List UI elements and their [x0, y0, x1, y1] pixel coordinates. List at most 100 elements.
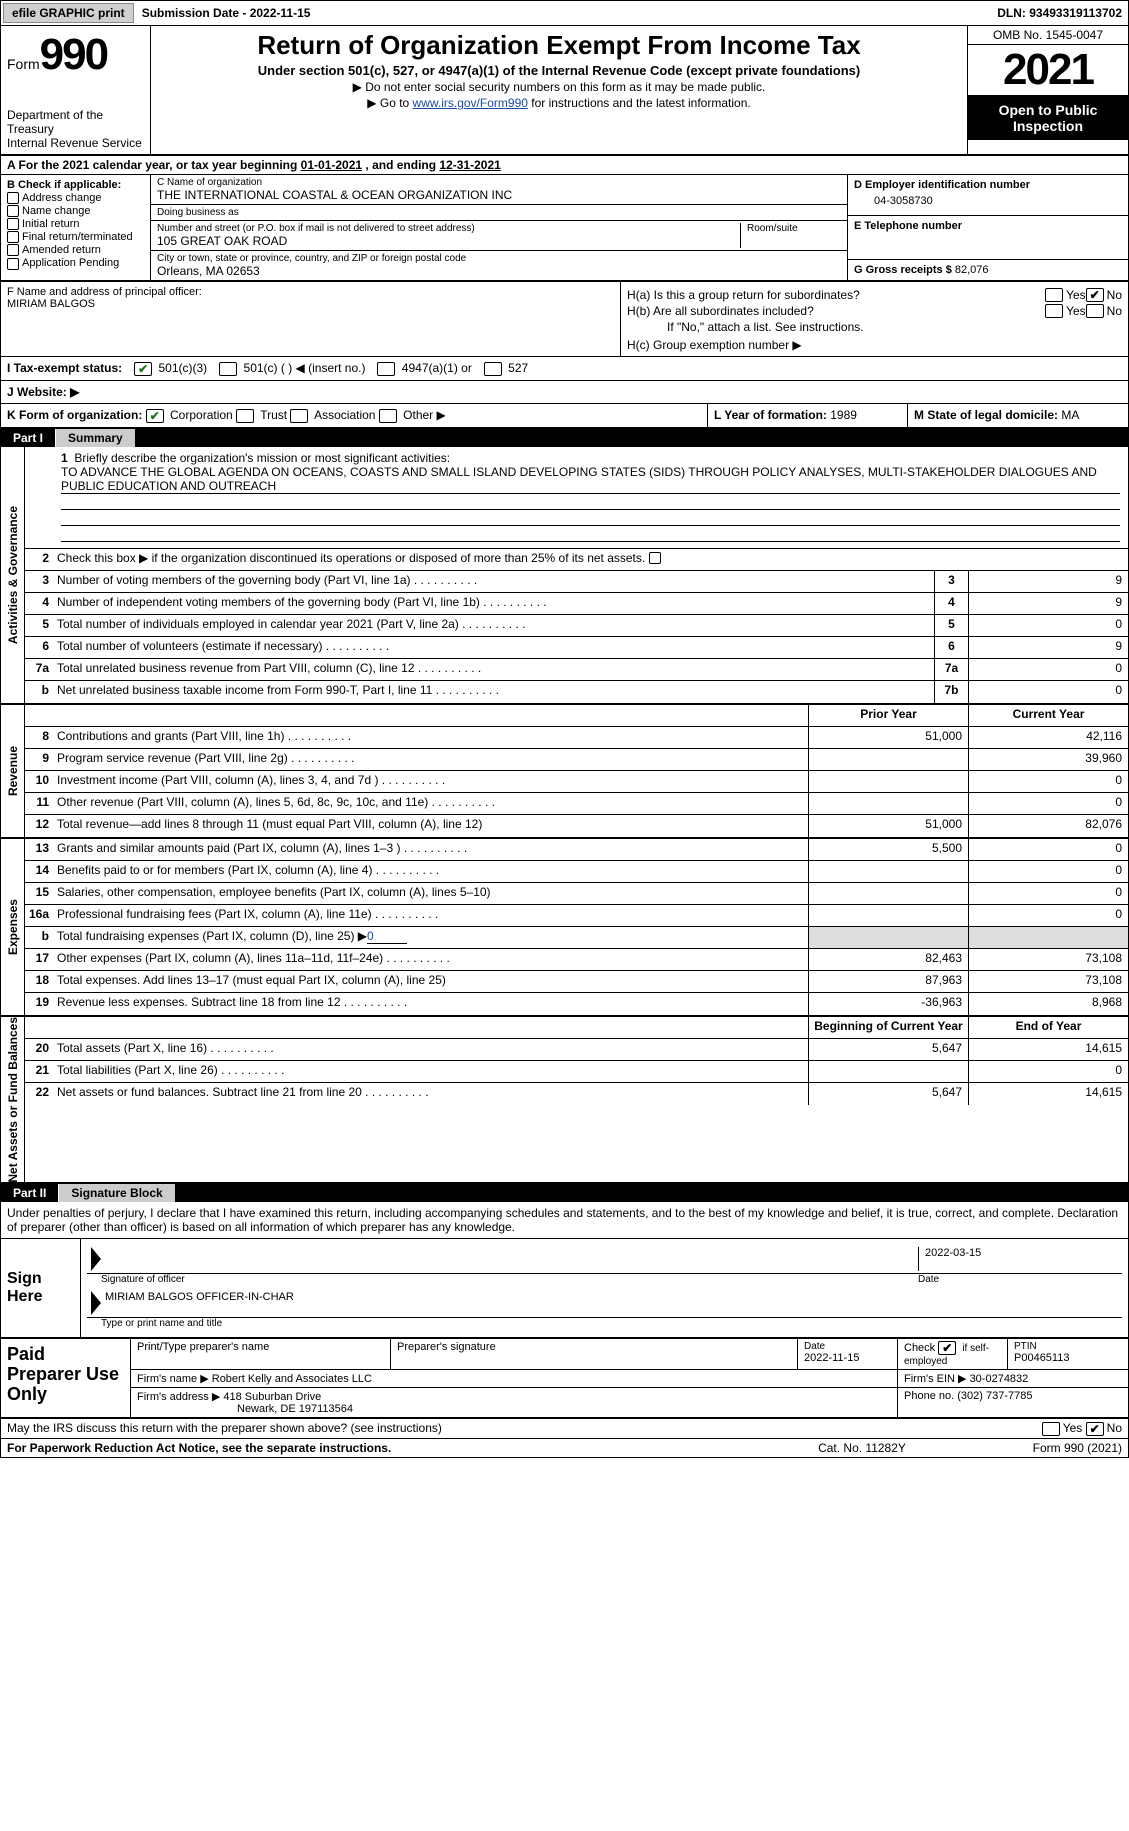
chk-527[interactable] [484, 362, 502, 376]
room-label: Room/suite [747, 223, 841, 234]
val-6: 9 [968, 637, 1128, 658]
ein-label: D Employer identification number [854, 179, 1122, 191]
part1-num: Part I [1, 429, 56, 447]
val-7b: 0 [968, 681, 1128, 703]
rev-header: Prior Year Current Year [25, 705, 1128, 727]
chk-4947[interactable] [377, 362, 395, 376]
chk-amended[interactable]: Amended return [7, 244, 144, 256]
col-c: C Name of organization THE INTERNATIONAL… [151, 175, 848, 280]
chk-initial-return[interactable]: Initial return [7, 218, 144, 230]
chk-application-pending[interactable]: Application Pending [7, 257, 144, 269]
chk-501c[interactable] [219, 362, 237, 376]
chk-self-employed[interactable] [938, 1341, 956, 1355]
triangle-icon-2 [91, 1291, 101, 1315]
paid-preparer-label: Paid Preparer Use Only [1, 1339, 131, 1417]
line-17: 17Other expenses (Part IX, column (A), l… [25, 949, 1128, 971]
current-year-label: Current Year [968, 705, 1128, 726]
part2-num: Part II [1, 1184, 59, 1202]
sub3-post: for instructions and the latest informat… [528, 96, 751, 110]
m-value: MA [1061, 408, 1079, 422]
line-14: 14Benefits paid to or for members (Part … [25, 861, 1128, 883]
chk-association[interactable] [290, 409, 308, 423]
irs-label: Internal Revenue Service [7, 136, 144, 150]
efile-print-button[interactable]: efile GRAPHIC print [3, 3, 134, 23]
line-2: 2 Check this box ▶ if the organization d… [25, 549, 1128, 571]
name-title-label: Type or print name and title [87, 1318, 1122, 1331]
chk-corporation[interactable] [146, 409, 164, 423]
line1-num: 1 [61, 451, 68, 465]
line-20: 20Total assets (Part X, line 16)5,64714,… [25, 1039, 1128, 1061]
row-i: I Tax-exempt status: 501(c)(3) 501(c) ( … [1, 357, 1128, 381]
sign-here-label: Sign Here [1, 1239, 81, 1337]
part1-header: Part I Summary [1, 429, 1128, 447]
line-19: 19Revenue less expenses. Subtract line 1… [25, 993, 1128, 1015]
firm-ein: 30-0274832 [970, 1373, 1029, 1385]
chk-discontinued[interactable] [649, 552, 661, 564]
dba-label: Doing business as [157, 207, 841, 218]
line-3: 3Number of voting members of the governi… [25, 571, 1128, 593]
discuss-row: May the IRS discuss this return with the… [1, 1419, 1128, 1438]
top-bar: efile GRAPHIC print Submission Date - 20… [1, 1, 1128, 26]
gross-label: G Gross receipts $ [854, 264, 955, 276]
i-label: I Tax-exempt status: [7, 361, 122, 375]
section-activities: Activities & Governance 1 Briefly descri… [1, 447, 1128, 705]
line-11: 11Other revenue (Part VIII, column (A), … [25, 793, 1128, 815]
gross-value: 82,076 [955, 264, 989, 276]
header-center: Return of Organization Exempt From Incom… [151, 26, 968, 154]
ha-yes[interactable] [1045, 288, 1063, 302]
chk-other[interactable] [379, 409, 397, 423]
header-right: OMB No. 1545-0047 2021 Open to Public In… [968, 26, 1128, 154]
form-header: Form990 Department of the Treasury Inter… [1, 26, 1128, 156]
rowa-mid: , and ending [362, 158, 439, 172]
form-word: Form [7, 56, 40, 72]
header-left: Form990 Department of the Treasury Inter… [1, 26, 151, 154]
side-revenue: Revenue [1, 705, 25, 837]
line-6: 6Total number of volunteers (estimate if… [25, 637, 1128, 659]
form-id: Form 990 (2021) [962, 1441, 1122, 1455]
omb-number: OMB No. 1545-0047 [968, 26, 1128, 45]
city-label: City or town, state or province, country… [157, 253, 841, 264]
irs-link[interactable]: www.irs.gov/Form990 [413, 96, 528, 110]
row-j: J Website: ▶ [1, 381, 1128, 404]
chk-trust[interactable] [236, 409, 254, 423]
sig-date: 2022-03-15 [918, 1247, 1118, 1271]
officer-printed-name: MIRIAM BALGOS OFFICER-IN-CHAR [105, 1291, 294, 1315]
sig-officer-label: Signature of officer [101, 1274, 918, 1285]
side-expenses: Expenses [1, 839, 25, 1015]
col-de: D Employer identification number 04-3058… [848, 175, 1128, 280]
firm-name-label: Firm's name ▶ [137, 1373, 209, 1385]
discuss-yes[interactable] [1042, 1422, 1060, 1436]
line-4: 4Number of independent voting members of… [25, 593, 1128, 615]
open-inspection: Open to Public Inspection [968, 96, 1128, 140]
mission-text: TO ADVANCE THE GLOBAL AGENDA ON OCEANS, … [61, 465, 1120, 494]
section-bcd: B Check if applicable: Address change Na… [1, 175, 1128, 282]
phone-label: E Telephone number [854, 220, 1122, 232]
date-label: Date [918, 1274, 1118, 1285]
mission-label: Briefly describe the organization's miss… [74, 451, 450, 465]
chk-address-change[interactable]: Address change [7, 192, 144, 204]
hb-note: If "No," attach a list. See instructions… [627, 320, 1122, 334]
hb-no[interactable] [1086, 304, 1104, 318]
chk-name-change[interactable]: Name change [7, 205, 144, 217]
line-22: 22Net assets or fund balances. Subtract … [25, 1083, 1128, 1105]
mission-blank3 [61, 528, 1120, 542]
val-4: 9 [968, 593, 1128, 614]
hc-label: H(c) Group exemption number ▶ [627, 338, 1122, 352]
header-sub3: ▶ Go to www.irs.gov/Form990 for instruct… [159, 96, 959, 110]
hb-yes[interactable] [1045, 304, 1063, 318]
treasury-dept: Department of the Treasury [7, 108, 144, 136]
firm-addr-label: Firm's address ▶ [137, 1391, 220, 1403]
chk-final-return[interactable]: Final return/terminated [7, 231, 144, 243]
discuss-no[interactable] [1086, 1422, 1104, 1436]
ha-no[interactable] [1086, 288, 1104, 302]
end-year-label: End of Year [968, 1017, 1128, 1038]
dln: DLN: 93493319113702 [991, 4, 1128, 22]
val-3: 9 [968, 571, 1128, 592]
chk-501c3[interactable] [134, 362, 152, 376]
footer: For Paperwork Reduction Act Notice, see … [1, 1438, 1128, 1457]
line-5: 5Total number of individuals employed in… [25, 615, 1128, 637]
section-net-assets: Net Assets or Fund Balances Beginning of… [1, 1017, 1128, 1185]
officer-name: MIRIAM BALGOS [7, 298, 614, 310]
line-16a: 16aProfessional fundraising fees (Part I… [25, 905, 1128, 927]
fundraising-val: 0 [367, 929, 407, 944]
